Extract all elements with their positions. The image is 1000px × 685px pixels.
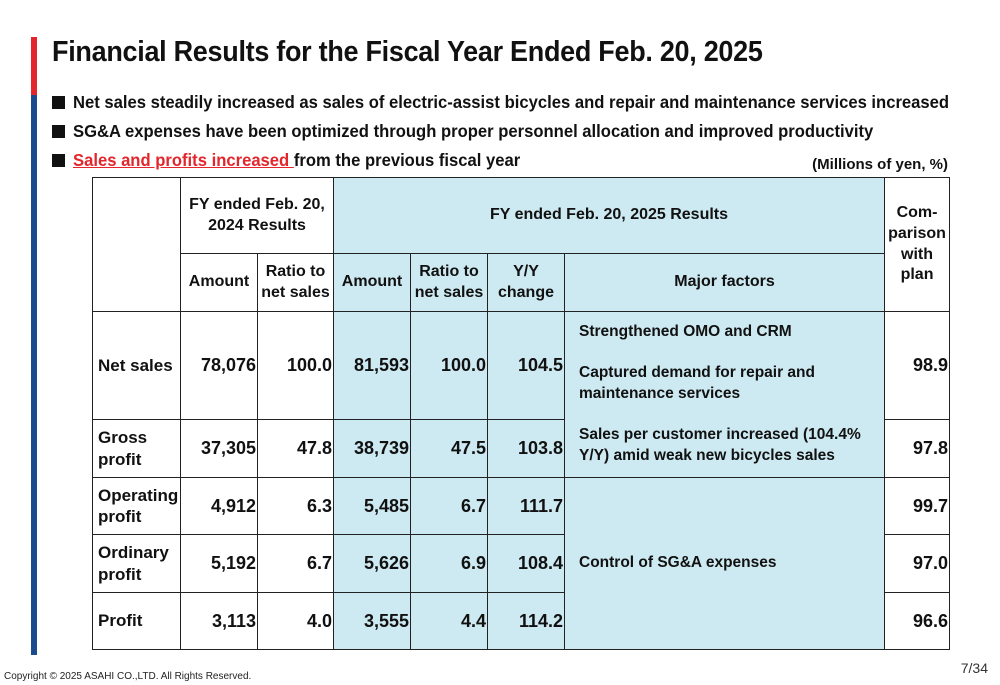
ratio-2025-cell: 6.7	[410, 477, 488, 535]
ratio-2024-cell: 47.8	[257, 419, 334, 478]
comparison-cell: 96.6	[884, 592, 951, 650]
table-row-net-sales: Net sales 78,076 100.0 81,593 100.0 104.…	[92, 311, 951, 478]
row-label: Ordinary profit	[92, 534, 181, 593]
bullet-item: Net sales steadily increased as sales of…	[52, 88, 995, 117]
bullet-text: SG&A expenses have been optimized throug…	[73, 121, 874, 141]
ratio-2025-cell: 4.4	[410, 592, 488, 650]
square-bullet-icon	[52, 154, 65, 167]
highlight-text: Sales and profits increased	[73, 150, 294, 170]
yoy-cell: 104.5	[487, 311, 565, 420]
amount-2025-cell: 3,555	[333, 592, 411, 650]
yoy-cell: 114.2	[487, 592, 565, 650]
amount-2025-cell: 5,485	[333, 477, 411, 535]
header-factors: Major factors	[563, 253, 886, 312]
page-number: 7/34	[960, 660, 988, 676]
amount-2025-cell: 81,593	[333, 311, 411, 420]
ratio-2024-cell: 6.7	[257, 534, 334, 593]
factor-text: Captured demand for repair and maintenan…	[579, 364, 815, 403]
table-row-operating-profit: Operating profit 4,912 6.3 5,485 6.7 111…	[92, 477, 951, 650]
amount-2024-cell: 3,113	[180, 592, 258, 650]
bullet-text: Sales and profits increased from the pre…	[73, 150, 520, 171]
ratio-2025-cell: 47.5	[410, 419, 488, 478]
page-title: Financial Results for the Fiscal Year En…	[52, 36, 763, 68]
header-fy2025: FY ended Feb. 20, 2025 Results	[332, 177, 886, 254]
amount-2024-cell: 5,192	[180, 534, 258, 593]
accent-bar-blue	[31, 95, 37, 655]
bullet-item: SG&A expenses have been optimized throug…	[52, 117, 995, 146]
yoy-cell: 111.7	[487, 477, 565, 535]
header-comparison: Com-parison with plan	[884, 177, 951, 312]
amount-2025-cell: 38,739	[333, 419, 411, 478]
header-amount-2025: Amount	[333, 253, 411, 312]
header-amount-2024: Amount	[180, 253, 258, 312]
table-row-profit: Profit 3,113 4.0 3,555 4.4 114.2 96.6	[92, 592, 951, 650]
row-label: Operating profit	[92, 477, 181, 535]
comparison-cell: 97.0	[884, 534, 951, 593]
ratio-2024-cell: 4.0	[257, 592, 334, 650]
units-label: (Millions of yen, %)	[812, 156, 948, 173]
factor-text: Strengthened OMO and CRM	[579, 323, 792, 341]
table-row-ordinary-profit: Ordinary profit 5,192 6.7 5,626 6.9 108.…	[92, 534, 951, 593]
amount-2025-cell: 5,626	[333, 534, 411, 593]
square-bullet-icon	[52, 125, 65, 138]
row-label: Profit	[92, 592, 181, 650]
bullet-list: Net sales steadily increased as sales of…	[52, 88, 995, 175]
header-ratio-2024: Ratio to net sales	[257, 253, 334, 312]
row-label: Gross profit	[92, 419, 181, 478]
bullet-item: Sales and profits increased from the pre…	[52, 146, 995, 175]
bullet-rest-text: from the previous fiscal year	[293, 150, 521, 170]
header-ratio-2025: Ratio to net sales	[410, 253, 488, 312]
ratio-2024-cell: 100.0	[257, 311, 334, 420]
header-corner	[92, 177, 181, 312]
yoy-cell: 103.8	[487, 419, 565, 478]
ratio-2025-cell: 6.9	[410, 534, 488, 593]
copyright-notice: Copyright © 2025 ASAHI CO.,LTD. All Righ…	[4, 671, 252, 682]
ratio-2025-cell: 100.0	[410, 311, 488, 420]
comparison-cell: 99.7	[884, 477, 951, 535]
header-fy2024: FY ended Feb. 20, 2024 Results	[180, 177, 334, 254]
comparison-cell: 97.8	[884, 419, 951, 478]
square-bullet-icon	[52, 96, 65, 109]
row-label: Net sales	[92, 311, 181, 420]
header-yoy: Y/Y change	[487, 253, 565, 312]
factors-sales-cell: Strengthened OMO and CRM Captured demand…	[563, 311, 886, 478]
comparison-cell: 98.9	[884, 311, 951, 420]
bullet-text: Net sales steadily increased as sales of…	[73, 92, 950, 112]
financial-results-table: FY ended Feb. 20, 2024 Results FY ended …	[92, 177, 951, 650]
ratio-2024-cell: 6.3	[257, 477, 334, 535]
amount-2024-cell: 78,076	[180, 311, 258, 420]
amount-2024-cell: 37,305	[180, 419, 258, 478]
accent-bar-red	[31, 37, 37, 95]
factors-profit-cell: Control of SG&A expenses	[563, 477, 886, 650]
factor-text: Sales per customer increased (104.4% Y/Y…	[579, 425, 861, 464]
yoy-cell: 108.4	[487, 534, 565, 593]
amount-2024-cell: 4,912	[180, 477, 258, 535]
